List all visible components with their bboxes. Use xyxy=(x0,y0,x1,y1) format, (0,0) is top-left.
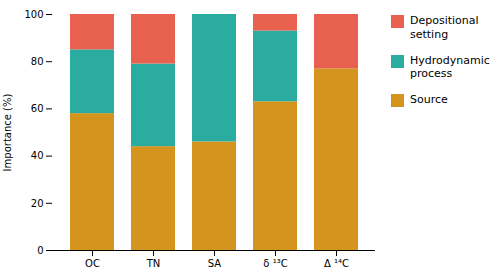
svg-text:TN: TN xyxy=(146,258,161,269)
svg-text:Importance (%): Importance (%) xyxy=(2,94,13,172)
svg-text:SA: SA xyxy=(208,258,222,269)
svg-text:0: 0 xyxy=(37,245,43,256)
html-text:Depositional setting: Depositional setting xyxy=(410,14,479,41)
html-text:Hydrodynamic process: Hydrodynamic process xyxy=(410,53,490,81)
svg-text:δ ¹³C: δ ¹³C xyxy=(263,258,287,269)
svg-text:40: 40 xyxy=(31,150,44,161)
svg-text:60: 60 xyxy=(31,103,44,114)
svg-text:Δ ¹⁴C: Δ ¹⁴C xyxy=(324,258,349,269)
svg-text:80: 80 xyxy=(31,56,44,67)
html-text:Source: Source xyxy=(410,93,448,106)
svg-text:100: 100 xyxy=(24,9,43,20)
svg-text:OC: OC xyxy=(85,258,100,269)
svg-text:20: 20 xyxy=(31,198,44,209)
